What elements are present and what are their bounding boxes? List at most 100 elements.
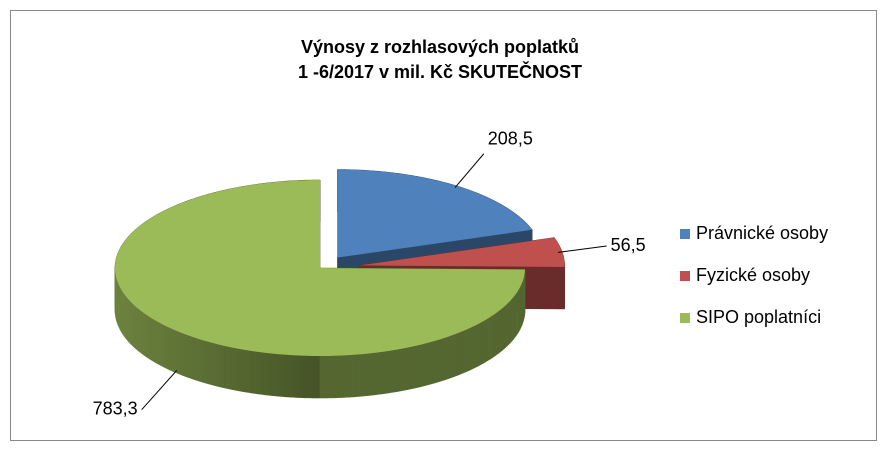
slice-side	[320, 356, 324, 398]
slice-side	[281, 354, 285, 396]
data-label: 208,5	[488, 128, 533, 148]
slice-side	[356, 354, 360, 396]
slice-side	[363, 354, 366, 396]
slice-side	[422, 343, 425, 386]
slice-side	[284, 355, 288, 397]
slice-side	[334, 356, 338, 398]
slice-side	[338, 356, 342, 398]
slice-side	[230, 347, 233, 390]
slice-side	[214, 343, 217, 386]
slice-side	[486, 318, 488, 361]
slice-side	[416, 345, 419, 388]
slice-side	[274, 354, 277, 396]
slice-side	[257, 352, 260, 394]
slice-side	[253, 351, 256, 393]
slice-side	[180, 332, 183, 375]
slice-side	[352, 355, 356, 397]
chart-title: 1 -6/2017 v mil. Kč SKUTEČNOST	[298, 61, 582, 82]
slice-side	[163, 325, 165, 368]
slice-side	[240, 349, 243, 392]
slice-side	[158, 322, 160, 365]
slice-side	[175, 330, 178, 373]
slice-side	[349, 355, 353, 397]
slice-side	[373, 353, 376, 395]
slice-side	[208, 342, 211, 385]
legend-label: SIPO poplatníci	[696, 307, 821, 327]
slice-side	[186, 334, 189, 377]
slice-side	[316, 356, 320, 398]
slice-side	[477, 323, 479, 366]
slice-side	[247, 350, 250, 393]
slice-side	[260, 352, 263, 394]
slice-side	[299, 356, 303, 398]
slice-side	[419, 344, 422, 387]
slice-side	[472, 326, 474, 369]
legend-label: Fyzické osoby	[696, 265, 810, 285]
slice-side	[165, 326, 167, 369]
slice-side	[475, 325, 477, 368]
slice-side	[313, 356, 317, 398]
slice-side	[324, 356, 328, 398]
slice-side	[387, 351, 390, 394]
slice-side	[426, 343, 429, 386]
slice-side	[413, 346, 416, 389]
slice-side	[178, 331, 181, 374]
slice-side	[457, 332, 460, 375]
slice-side	[484, 320, 486, 363]
slice-side	[460, 331, 463, 374]
slice-side	[380, 352, 383, 394]
slice-side	[197, 338, 200, 381]
slice-side	[397, 349, 400, 392]
slice-side	[432, 341, 435, 384]
slice-side	[410, 346, 413, 389]
slice-side	[309, 356, 313, 398]
slice-side	[438, 339, 441, 382]
slice-side	[194, 337, 197, 380]
slice-side	[233, 348, 236, 391]
slice-side	[390, 350, 393, 393]
slice-side	[168, 327, 170, 370]
slice-side	[237, 348, 240, 391]
slice-side	[327, 356, 331, 398]
slice-side	[479, 322, 481, 365]
slice-side	[366, 353, 369, 395]
slice-side	[288, 355, 292, 397]
slice-side	[202, 340, 205, 383]
slice-side	[462, 330, 465, 373]
slice-side	[217, 344, 220, 387]
slice-side	[302, 356, 306, 398]
slice-side	[170, 328, 172, 371]
slice-side	[250, 351, 253, 394]
slice-side	[227, 346, 230, 389]
slice-side	[183, 333, 186, 376]
slice-side	[277, 354, 281, 396]
slice-side	[243, 350, 246, 393]
slice-side	[270, 353, 273, 395]
slice-side	[403, 348, 406, 391]
slice-side	[449, 335, 452, 378]
slice-side	[156, 321, 158, 364]
slice-side	[188, 335, 191, 378]
slice-side	[443, 337, 446, 380]
slice-side	[376, 352, 379, 394]
slice-side	[331, 356, 335, 398]
slice-side	[435, 340, 438, 383]
slice-side	[221, 345, 224, 388]
slice-side	[370, 353, 373, 395]
slice-side	[154, 320, 156, 363]
slice-side	[383, 351, 386, 393]
slice-side	[295, 355, 299, 397]
legend-swatch	[680, 229, 690, 239]
chart-title: Výnosy z rozhlasových poplatků	[301, 37, 579, 57]
slice-side	[467, 328, 469, 371]
slice-side	[199, 339, 202, 382]
slice-side	[407, 347, 410, 390]
slice-side	[345, 355, 349, 397]
data-label: 783,3	[93, 398, 138, 418]
slice-side	[161, 323, 163, 366]
slice-side	[400, 348, 403, 391]
slice-side	[470, 327, 472, 370]
slice-side	[224, 346, 227, 389]
slice-side	[440, 338, 443, 381]
legend-swatch	[680, 313, 690, 323]
